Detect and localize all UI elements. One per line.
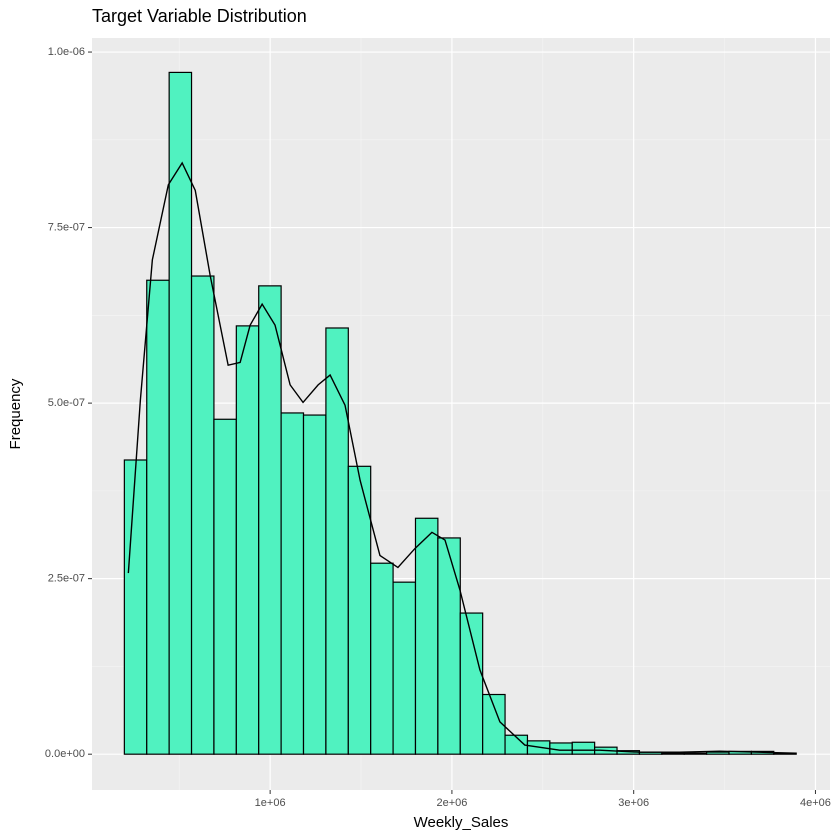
chart-title: Target Variable Distribution	[92, 6, 307, 26]
bar	[235, 325, 260, 755]
bar	[459, 612, 484, 755]
bar	[392, 581, 417, 755]
y-axis-title: Frequency	[7, 378, 24, 449]
y-tick-label: 7.5e-07	[48, 221, 85, 233]
bar	[302, 414, 327, 755]
bar	[258, 285, 282, 755]
bar	[706, 751, 730, 755]
y-tick-label: 0.0e+00	[45, 748, 85, 760]
x-tick-label: 4e+06	[800, 797, 831, 809]
x-tick-label: 3e+06	[618, 797, 649, 809]
bar	[123, 459, 148, 755]
bar	[213, 418, 237, 755]
bar	[190, 275, 215, 755]
y-tick-label: 1.0e-06	[48, 46, 85, 58]
bar	[146, 279, 170, 755]
bar	[482, 693, 506, 755]
bar	[370, 562, 394, 755]
x-axis-title: Weekly_Sales	[414, 814, 509, 831]
x-tick-label: 2e+06	[436, 797, 467, 809]
y-tick-label: 2.5e-07	[48, 573, 85, 585]
bar	[683, 752, 708, 755]
bar	[571, 741, 596, 755]
density-line	[127, 161, 797, 754]
bar	[280, 412, 305, 755]
bar	[437, 537, 461, 755]
x-tick-label: 1e+06	[255, 797, 286, 809]
bar	[325, 327, 349, 755]
bar	[414, 517, 439, 755]
y-tick-label: 5.0e-07	[48, 397, 85, 409]
bar	[661, 752, 685, 755]
